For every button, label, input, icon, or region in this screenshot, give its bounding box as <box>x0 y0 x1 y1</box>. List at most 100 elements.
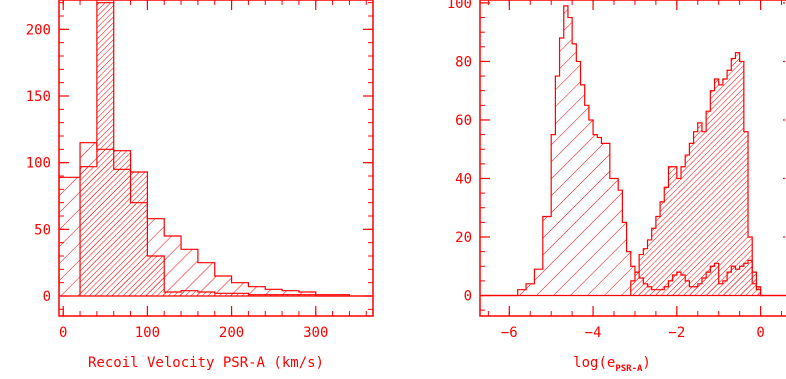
left-sparse-bar-6 <box>164 236 182 296</box>
right-y-tick-label-5: 100 <box>447 0 472 12</box>
right-x-tick-label-1: −4 <box>585 325 602 341</box>
right-dense-bar-30 <box>756 286 761 296</box>
right-dense-outline <box>630 52 765 297</box>
left-y-tick-label-2: 100 <box>26 156 51 172</box>
right-dense-bar-17 <box>701 131 707 296</box>
right-dense-bar-28 <box>748 237 753 296</box>
left-dense-bar-1 <box>96 2 114 297</box>
right-dense-bar-22 <box>722 79 728 296</box>
right-sparse-bar-3 <box>534 269 543 296</box>
right-dense-bar-8 <box>664 187 669 296</box>
left-sparse-bar-15 <box>315 294 333 296</box>
left-x-tick-label-0: 0 <box>59 325 67 341</box>
left-sparse-bar-16 <box>332 294 350 296</box>
left-y-tick-label-1: 50 <box>34 222 51 238</box>
left-dense-bar-2 <box>113 150 131 296</box>
right-y-tick-label-2: 40 <box>455 171 472 187</box>
left-x-axis-label: Recoil Velocity PSR-A (km/s) <box>88 355 324 371</box>
left-dense-bar-12 <box>282 294 299 296</box>
right-axes: −6 −4 −2 0 0 20 40 60 80 100 <box>447 0 786 341</box>
right-dense-bar-20 <box>714 79 719 296</box>
right-x-tick-label-3: 0 <box>756 325 764 341</box>
right-sparse-bar-15 <box>593 134 598 296</box>
left-y-tick-label-4: 200 <box>26 22 51 38</box>
right-dense-bar-4 <box>647 239 652 296</box>
right-sparse-bar-7 <box>559 38 564 296</box>
right-dense-bar-10 <box>672 166 677 296</box>
left-sparse-bar-8 <box>197 262 215 296</box>
right-dense-bar-29 <box>752 272 757 296</box>
right-sparse-bar-21 <box>626 251 631 296</box>
right-y-tick-label-1: 20 <box>455 230 472 246</box>
right-sparse-bar-20 <box>622 222 627 296</box>
right-sparse-bar-14 <box>588 119 594 296</box>
right-sparse-bar-2 <box>526 283 535 296</box>
left-plot-area <box>59 2 373 297</box>
left-x-tick-label-1: 100 <box>135 325 160 341</box>
right-panel: −6 −4 −2 0 0 20 40 60 80 100 log(ePSR-A) <box>447 0 786 374</box>
left-x-tick-label-3: 300 <box>303 325 328 341</box>
right-dense-bar-2 <box>639 254 644 296</box>
left-dense-bar-3 <box>130 172 148 296</box>
right-sparse-bar-18 <box>609 178 619 296</box>
right-sparse-bar-4 <box>542 216 552 296</box>
right-dense-bar-5 <box>651 228 656 296</box>
left-x-tick-label-2: 200 <box>219 325 244 341</box>
left-dense-bar-13 <box>298 294 316 296</box>
left-dense-bar-9 <box>231 293 249 296</box>
left-sparse-bar-7 <box>181 249 198 296</box>
right-dense-bar-12 <box>681 166 686 296</box>
right-x-axis-label-prefix: log(e <box>573 355 615 371</box>
left-panel: 0 100 200 300 0 50 100 150 200 Recoil Velocity P… <box>26 0 374 371</box>
right-dense-bar-18 <box>706 111 711 296</box>
right-dense-bar-15 <box>693 131 698 296</box>
right-sparse-bar-17 <box>601 143 610 296</box>
left-axes: 0 100 200 300 0 50 100 150 200 <box>26 0 374 341</box>
right-sparse-bar-1 <box>517 289 527 296</box>
left-dense-bar-7 <box>197 292 215 296</box>
right-sparse-bar-12 <box>580 84 585 296</box>
right-dense-bar-0 <box>630 280 635 296</box>
right-y-tick-label-4: 80 <box>455 54 472 70</box>
right-dense-bar-26 <box>739 61 744 296</box>
right-dense-bar-16 <box>697 122 702 296</box>
left-y-tick-label-3: 150 <box>26 89 51 105</box>
right-sparse-bar-13 <box>584 105 589 296</box>
right-x-tick-label-0: −6 <box>501 325 518 341</box>
right-x-axis-label-suffix: ) <box>642 355 650 371</box>
left-dense-bar-8 <box>214 293 232 296</box>
left-sparse-bar-11 <box>248 286 266 296</box>
left-sparse-bar-14 <box>298 292 316 296</box>
right-sparse-bar-5 <box>551 134 556 296</box>
left-dense-bar-11 <box>265 294 283 296</box>
left-frame <box>58 0 374 317</box>
right-sparse-bar-19 <box>618 190 623 296</box>
left-dense-bar-10 <box>248 294 266 296</box>
left-dense-outline <box>79 2 350 297</box>
left-sparse-bar-13 <box>282 290 299 296</box>
right-frame <box>479 0 786 317</box>
right-dense-bar-25 <box>735 52 740 296</box>
right-sparse-bar-9 <box>567 17 573 296</box>
right-plot-area <box>480 5 786 297</box>
right-x-axis-label: log(ePSR-A) <box>573 355 651 374</box>
right-dense-bar-19 <box>710 90 715 296</box>
right-sparse-bar-8 <box>563 5 568 296</box>
right-dense-bar-13 <box>685 155 690 296</box>
left-sparse-bar-9 <box>214 276 232 296</box>
left-sparse-bar-12 <box>265 289 283 296</box>
left-dense-bar-5 <box>164 292 182 296</box>
right-dense-bar-21 <box>718 84 723 296</box>
left-sparse-bar-10 <box>231 282 249 296</box>
right-sparse-bar-11 <box>576 61 581 296</box>
right-sparse-bar-16 <box>597 137 602 296</box>
left-dense-bar-6 <box>181 290 198 296</box>
right-dense-bar-23 <box>727 70 732 296</box>
right-sparse-bar-6 <box>555 76 560 296</box>
right-x-axis-label-subscript: PSR-A <box>615 364 643 374</box>
left-y-tick-label-0: 0 <box>43 289 51 305</box>
right-dense-bar-11 <box>676 178 682 296</box>
right-x-tick-label-2: −2 <box>668 325 685 341</box>
right-dense-bar-7 <box>660 201 665 296</box>
